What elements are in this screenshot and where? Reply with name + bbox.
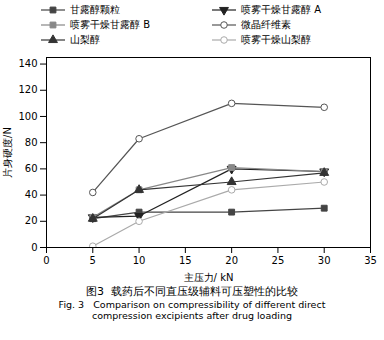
svg-text:10: 10 bbox=[133, 255, 146, 266]
svg-text:140: 140 bbox=[18, 58, 37, 69]
html-text:山梨醇: 山梨醇 bbox=[70, 34, 100, 45]
svg-text:15: 15 bbox=[179, 255, 192, 266]
svg-text:40: 40 bbox=[25, 189, 38, 200]
svg-text:120: 120 bbox=[18, 84, 37, 95]
svg-text:25: 25 bbox=[272, 255, 285, 266]
svg-text:80: 80 bbox=[25, 137, 38, 148]
svg-text:100: 100 bbox=[18, 111, 37, 122]
svg-text:片身硬度/N: 片身硬度/N bbox=[2, 127, 13, 178]
svg-text:0: 0 bbox=[43, 255, 49, 266]
svg-text:20: 20 bbox=[25, 215, 38, 226]
svg-text:35: 35 bbox=[364, 255, 377, 266]
html-text:compression excipients after d: compression excipients after drug loadin… bbox=[92, 310, 292, 321]
html-text:图3 载药后不同直压级辅料可压塑性的比较: 图3 载药后不同直压级辅料可压塑性的比较 bbox=[86, 285, 298, 298]
svg-text:30: 30 bbox=[318, 255, 331, 266]
html-text:Fig. 3 Comparison on compressi: Fig. 3 Comparison on compressibility of … bbox=[58, 299, 326, 310]
svg-text:60: 60 bbox=[25, 163, 38, 174]
html-text:喷雾干燥甘露醇 A: 喷雾干燥甘露醇 A bbox=[241, 4, 321, 15]
svg-text:0: 0 bbox=[31, 242, 37, 253]
html-text:微晶纤维素: 微晶纤维素 bbox=[241, 19, 291, 30]
html-text:喷雾干燥甘露醇 B: 喷雾干燥甘露醇 B bbox=[70, 19, 150, 30]
html-text:甘露醇颗粒: 甘露醇颗粒 bbox=[70, 4, 120, 15]
svg-text:主压力/ kN: 主压力/ kN bbox=[184, 272, 234, 283]
svg-text:20: 20 bbox=[225, 255, 238, 266]
svg-text:5: 5 bbox=[90, 255, 96, 266]
html-text:喷雾干燥山梨醇: 喷雾干燥山梨醇 bbox=[241, 34, 311, 45]
